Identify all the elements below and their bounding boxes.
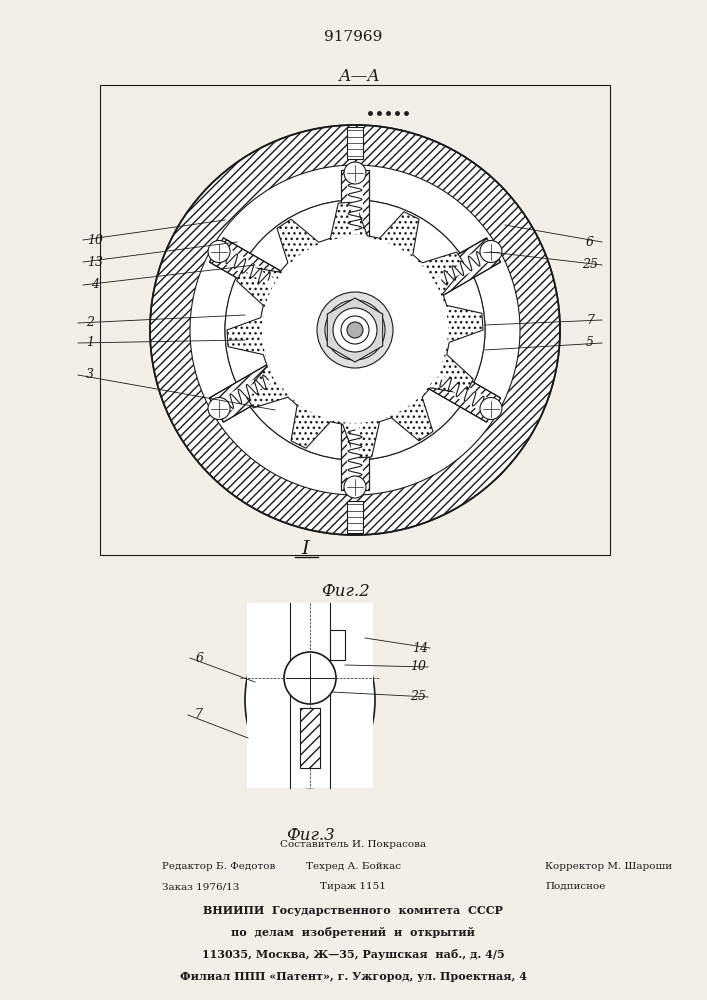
Bar bbox=[330, 630, 345, 660]
Text: 7: 7 bbox=[194, 708, 202, 722]
Text: Фиг.2: Фиг.2 bbox=[321, 583, 369, 600]
Text: 5: 5 bbox=[586, 336, 594, 350]
Text: 10: 10 bbox=[410, 660, 426, 674]
Circle shape bbox=[325, 300, 385, 360]
Polygon shape bbox=[347, 170, 363, 290]
Text: Техред А. Бойкас: Техред А. Бойкас bbox=[305, 862, 400, 871]
Polygon shape bbox=[382, 338, 501, 422]
Text: А—А: А—А bbox=[339, 68, 381, 85]
Bar bbox=[290, 602, 330, 788]
Circle shape bbox=[317, 292, 393, 368]
Text: 25: 25 bbox=[582, 258, 598, 271]
Polygon shape bbox=[341, 170, 369, 290]
Text: 1: 1 bbox=[86, 336, 94, 350]
Polygon shape bbox=[386, 243, 498, 317]
Circle shape bbox=[341, 316, 369, 344]
Circle shape bbox=[284, 652, 336, 704]
Text: 10: 10 bbox=[87, 233, 103, 246]
Polygon shape bbox=[209, 338, 327, 422]
Polygon shape bbox=[341, 370, 369, 490]
Polygon shape bbox=[227, 202, 483, 458]
Bar bbox=[100, 85, 610, 555]
Text: Составитель И. Покрасова: Составитель И. Покрасова bbox=[280, 840, 426, 849]
Polygon shape bbox=[347, 370, 363, 490]
Text: 2: 2 bbox=[86, 316, 94, 330]
Text: 13: 13 bbox=[87, 255, 103, 268]
Text: 6: 6 bbox=[586, 235, 594, 248]
Circle shape bbox=[347, 322, 363, 338]
Text: Филиал ППП «Патент», г. Ужгород, ул. Проектная, 4: Филиал ППП «Патент», г. Ужгород, ул. Про… bbox=[180, 971, 527, 982]
Circle shape bbox=[480, 240, 502, 262]
Polygon shape bbox=[347, 127, 363, 159]
Circle shape bbox=[190, 165, 520, 495]
Circle shape bbox=[225, 200, 485, 460]
Bar bbox=[330, 602, 373, 788]
Circle shape bbox=[343, 318, 367, 342]
Text: Корректор М. Шароши: Корректор М. Шароши bbox=[545, 862, 672, 871]
Circle shape bbox=[333, 308, 377, 352]
Text: 25: 25 bbox=[410, 690, 426, 704]
Circle shape bbox=[208, 240, 230, 262]
Polygon shape bbox=[209, 238, 327, 322]
Bar bbox=[330, 630, 345, 660]
Text: I: I bbox=[301, 540, 309, 558]
Circle shape bbox=[344, 476, 366, 498]
Circle shape bbox=[344, 162, 366, 184]
Text: Фиг.3: Фиг.3 bbox=[286, 828, 334, 844]
Circle shape bbox=[316, 291, 394, 369]
Text: Подписное: Подписное bbox=[545, 882, 605, 891]
Circle shape bbox=[208, 397, 230, 420]
Circle shape bbox=[150, 125, 560, 535]
Polygon shape bbox=[347, 501, 363, 533]
Text: 6: 6 bbox=[196, 652, 204, 664]
Text: по  делам  изобретений  и  открытий: по делам изобретений и открытий bbox=[231, 927, 475, 938]
Polygon shape bbox=[386, 343, 498, 417]
Text: 3: 3 bbox=[86, 368, 94, 381]
Text: 4: 4 bbox=[91, 278, 99, 292]
Bar bbox=[300, 708, 320, 768]
Text: 113035, Москва, Ж—35, Раушская  наб., д. 4/5: 113035, Москва, Ж—35, Раушская наб., д. … bbox=[201, 949, 504, 960]
Polygon shape bbox=[213, 243, 325, 317]
Circle shape bbox=[480, 397, 502, 420]
Text: 917969: 917969 bbox=[324, 30, 382, 44]
Polygon shape bbox=[382, 238, 501, 322]
Text: ВНИИПИ  Государственного  комитета  СССР: ВНИИПИ Государственного комитета СССР bbox=[203, 905, 503, 916]
Circle shape bbox=[225, 200, 485, 460]
Ellipse shape bbox=[245, 612, 375, 788]
Text: Тираж 1151: Тираж 1151 bbox=[320, 882, 386, 891]
Polygon shape bbox=[327, 298, 382, 362]
Text: 7: 7 bbox=[586, 314, 594, 326]
Text: Редактор Б. Федотов: Редактор Б. Федотов bbox=[162, 862, 275, 871]
Bar bbox=[247, 602, 290, 788]
Polygon shape bbox=[213, 343, 325, 417]
Text: 14: 14 bbox=[412, 642, 428, 654]
Circle shape bbox=[333, 308, 377, 352]
Circle shape bbox=[262, 237, 448, 423]
Text: Заказ 1976/13: Заказ 1976/13 bbox=[162, 882, 240, 891]
